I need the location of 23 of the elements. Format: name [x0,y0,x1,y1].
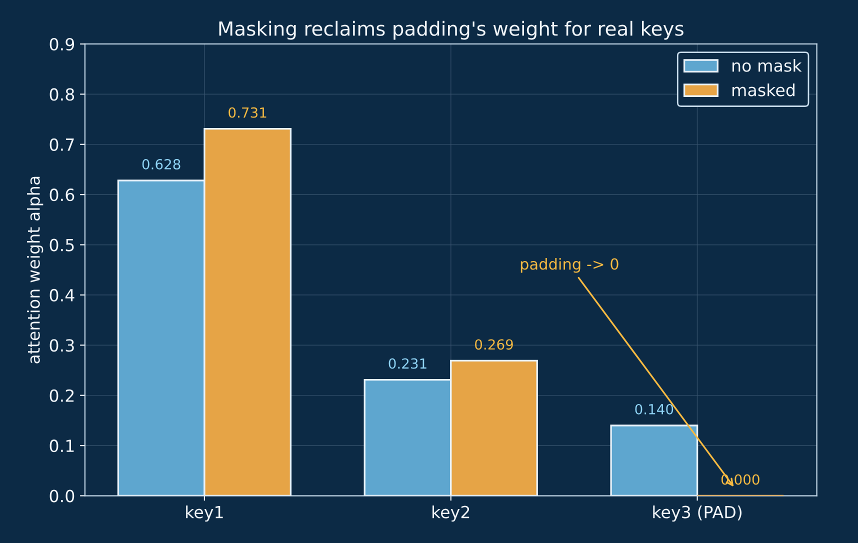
x-tick-label: key1 [186,505,223,522]
data-label: 0.628 [142,158,180,170]
x-tick-label: key2 [432,505,470,522]
annotation: padding -> 0 [520,258,618,273]
data-label: 0.140 [635,404,674,414]
y-tick-label: 0.3 [50,339,74,352]
y-tick-label: 0.0 [50,490,74,502]
y-tick-label: 0.5 [50,238,74,252]
y-tick-label: 0.1 [50,440,74,452]
data-label: 0.731 [228,107,266,118]
y-tick-label: 0.4 [50,288,74,302]
legend-label: masked [732,83,794,96]
data-label: 0.269 [475,339,513,350]
y-tick-label: 0.2 [50,389,74,402]
y-tick-label: 0.9 [50,38,74,51]
y-tick-label: 0.8 [50,88,74,101]
y-axis-title: attention weight alpha [27,176,44,364]
y-tick-label: 0.7 [50,138,74,151]
y-tick-label: 0.6 [50,188,74,202]
chart-title: Masking reclaims padding's weight for real keys [219,20,684,40]
x-tick-label: key3 (PAD) [653,505,742,522]
legend-label: no mask [732,58,802,72]
data-label: 0.231 [388,358,426,369]
